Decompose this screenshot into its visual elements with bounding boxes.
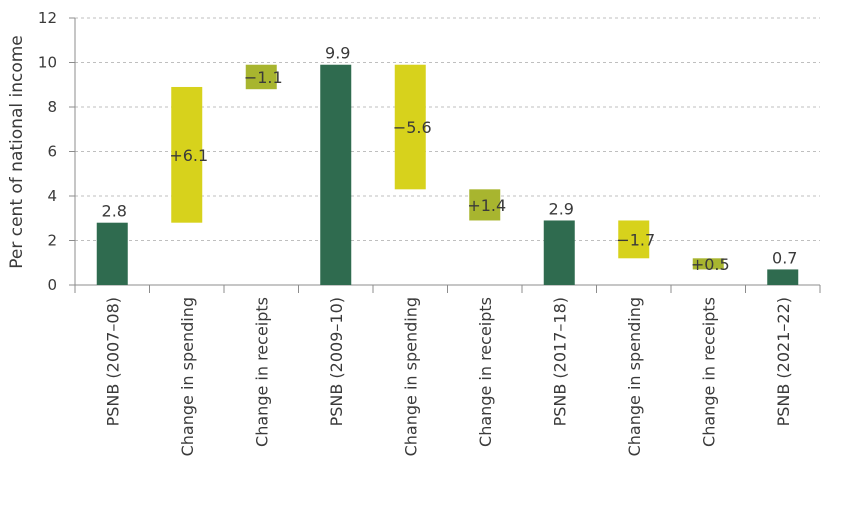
x-category-label: Change in receipts: [476, 297, 495, 447]
change-in-spending-bar: [618, 220, 650, 259]
bar-value-label: +0.5: [691, 255, 730, 274]
y-axis-title: Per cent of national income: [7, 35, 27, 269]
bar-value-label: 2.9: [549, 199, 574, 218]
psnb-bar: [96, 222, 128, 285]
x-category-label: Change in spending: [178, 297, 197, 456]
y-tick-label: 4: [47, 187, 57, 205]
bar-value-label: 2.8: [102, 202, 127, 221]
y-tick-label: 12: [38, 9, 57, 27]
x-category-label: Change in spending: [401, 297, 420, 456]
x-category-label: PSNB (2009–10): [327, 297, 346, 426]
bar-value-label: 9.9: [325, 44, 350, 63]
change-in-spending-bar: [171, 86, 203, 223]
change-in-spending-bar: [394, 64, 426, 190]
bar-value-label: −1.1: [244, 68, 283, 87]
y-tick-label: 0: [47, 276, 57, 294]
bar-value-label: −1.7: [616, 230, 655, 249]
bar-value-label: +6.1: [169, 146, 208, 165]
x-category-label: Change in receipts: [252, 297, 271, 447]
change-in-receipts-bar: [692, 258, 724, 270]
gridlines: [69, 17, 821, 293]
change-in-receipts-bar: [469, 189, 501, 221]
x-category-label: PSNB (2007–08): [103, 297, 122, 426]
y-tick-label: 10: [38, 54, 57, 72]
bars: [96, 64, 799, 285]
x-category-label: Change in receipts: [699, 297, 718, 447]
y-tick-label: 8: [47, 98, 57, 116]
bar-value-label: +1.4: [467, 196, 506, 215]
x-category-label: Change in spending: [625, 297, 644, 456]
psnb-bar: [767, 269, 799, 285]
x-category-label: PSNB (2017–18): [550, 297, 569, 426]
y-tick-label: 6: [47, 143, 57, 161]
y-tick-label: 2: [47, 232, 57, 250]
bar-value-label: 0.7: [772, 248, 797, 267]
x-category-label: PSNB (2021–22): [774, 297, 793, 426]
y-tick-labels: 0 2 4 6 8 10 12: [38, 9, 57, 294]
bar-value-label: −5.6: [393, 118, 432, 137]
x-category-labels: PSNB (2007–08) Change in spending Change i…: [103, 297, 793, 456]
data-labels: 2.8 +6.1 −1.1 9.9 −5.6 +1.4 2.9 −1.7 +0.5 0.7: [102, 44, 798, 274]
psnb-bar: [320, 64, 352, 285]
change-in-receipts-bar: [245, 64, 277, 90]
psnb-bar: [543, 220, 575, 285]
